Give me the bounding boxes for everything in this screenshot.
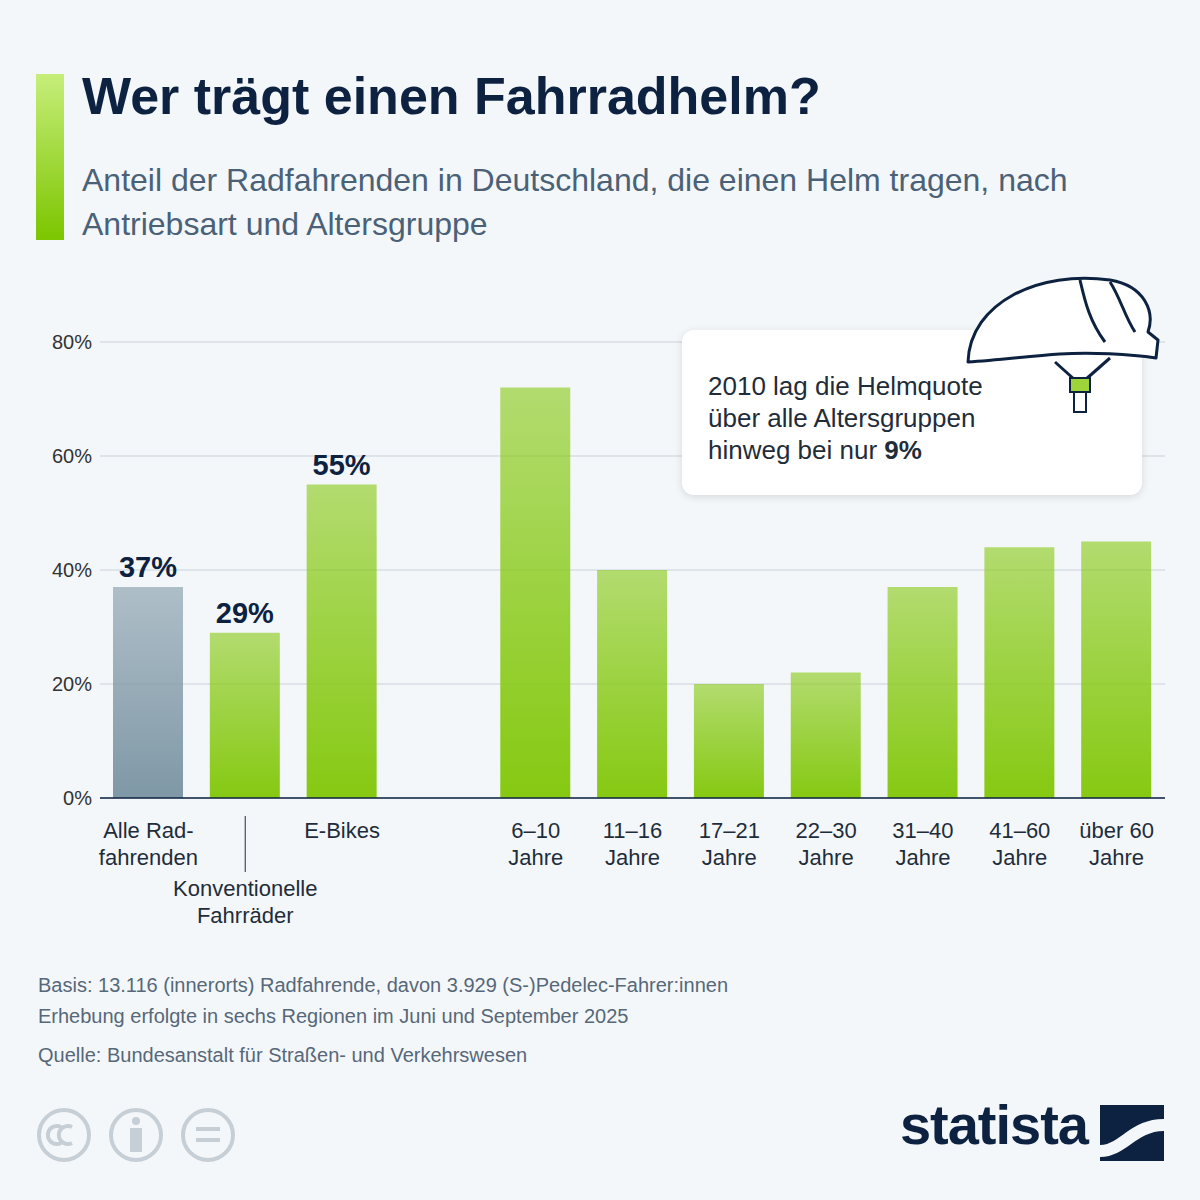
svg-text:6–10: 6–10 xyxy=(511,818,560,843)
svg-text:41–60: 41–60 xyxy=(989,818,1050,843)
svg-text:Jahre: Jahre xyxy=(605,845,660,870)
svg-text:Jahre: Jahre xyxy=(992,845,1047,870)
svg-text:Fahrräder: Fahrräder xyxy=(197,903,294,928)
svg-text:fahrenden: fahrenden xyxy=(99,845,198,870)
svg-text:60%: 60% xyxy=(52,445,92,467)
svg-text:Jahre: Jahre xyxy=(508,845,563,870)
svg-text:11–16: 11–16 xyxy=(603,818,663,843)
svg-text:Jahre: Jahre xyxy=(1089,845,1144,870)
svg-text:80%: 80% xyxy=(52,331,92,353)
svg-text:31–40: 31–40 xyxy=(892,818,953,843)
svg-text:29%: 29% xyxy=(216,597,274,629)
html-text:über alle Altersgruppen: über alle Altersgruppen xyxy=(708,403,976,433)
html-text:2010 lag die Helmquote: 2010 lag die Helmquote xyxy=(708,371,983,401)
svg-text:20%: 20% xyxy=(52,673,92,695)
svg-text:17–21: 17–21 xyxy=(699,818,760,843)
svg-text:40%: 40% xyxy=(52,559,92,581)
svg-text:0%: 0% xyxy=(63,787,92,809)
svg-text:Jahre: Jahre xyxy=(799,845,854,870)
html-text:statista: statista xyxy=(899,1093,1088,1156)
svg-text:über 60: über 60 xyxy=(1079,818,1154,843)
html-text:Quelle: Bundesanstalt für Stra: Quelle: Bundesanstalt für Straßen- und V… xyxy=(38,1044,528,1066)
html-text:hinweg bei nur 9%: hinweg bei nur 9% xyxy=(708,435,922,465)
svg-text:Jahre: Jahre xyxy=(702,845,757,870)
html-text:Basis: 13.116 (innerorts) Radf: Basis: 13.116 (innerorts) Radfahrende, d… xyxy=(38,974,728,996)
html-text:Wer trägt einen Fahrradhelm?: Wer trägt einen Fahrradhelm? xyxy=(82,67,821,125)
svg-text:Konventionelle: Konventionelle xyxy=(173,876,317,901)
svg-text:37%: 37% xyxy=(119,551,177,583)
html-text:Anteil der Radfahrenden in Deu: Anteil der Radfahrenden in Deutschland, … xyxy=(82,162,1068,242)
svg-text:55%: 55% xyxy=(313,449,371,481)
html-text:Erhebung erfolgte in sechs Reg: Erhebung erfolgte in sechs Regionen im J… xyxy=(38,1005,629,1027)
svg-text:22–30: 22–30 xyxy=(796,818,857,843)
svg-text:Jahre: Jahre xyxy=(895,845,950,870)
svg-text:Alle Rad-: Alle Rad- xyxy=(103,818,193,843)
svg-text:E-Bikes: E-Bikes xyxy=(304,818,380,843)
